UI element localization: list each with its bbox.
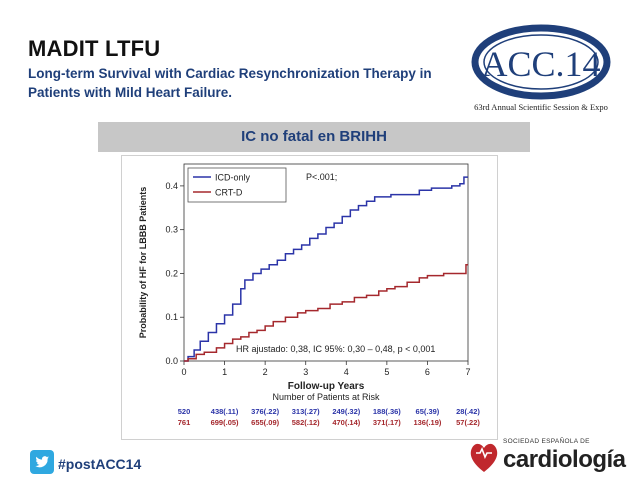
series-line-crt-d	[184, 263, 468, 362]
legend-label-icd-only: ICD-only	[215, 173, 251, 183]
chart-panel: 0 1 2 3 4 5 6 7 0.0 0.1 0.2 0.3 0.4 ICD-only CRT-D P…	[121, 155, 498, 440]
legend-label-crt-d: CRT-D	[215, 188, 243, 198]
sec-logo-top: SOCIEDAD ESPAÑOLA DE	[503, 438, 590, 445]
x-axis-label: Follow-up Years	[288, 381, 365, 392]
sec-logo-name: cardiología	[503, 446, 626, 473]
legend-box	[187, 167, 287, 203]
p-value-label: P<.001;	[306, 172, 337, 182]
hashtag-text: #postACC14	[58, 456, 142, 472]
hr-annotation: HR ajustado: 0,38, IC 95%: 0,30 – 0,48, …	[236, 344, 435, 354]
risk-cell: 761	[178, 418, 191, 427]
x-tick-label: 3	[303, 367, 308, 377]
y-tick-label: 0.2	[165, 268, 178, 278]
section-banner: IC no fatal en BRIHH	[98, 122, 530, 152]
acc14-logo: ACC.14 63rd Annual Scientific Session & …	[466, 20, 616, 112]
risk-cell: 438(.11)	[211, 407, 239, 416]
chart-legend: ICD-only CRT-D	[187, 167, 287, 203]
x-tick-label: 7	[465, 367, 470, 377]
x-tick-label: 2	[263, 367, 268, 377]
risk-cell: 655(.09)	[251, 418, 279, 427]
twitter-icon	[30, 450, 54, 474]
risk-cell: 313(.27)	[292, 407, 320, 416]
risk-cell: 371(.17)	[373, 418, 401, 427]
y-tick-label: 0.3	[165, 225, 178, 235]
y-tick-label: 0.4	[165, 181, 178, 191]
series-line-icd-only	[184, 176, 468, 362]
plot-area	[183, 163, 469, 362]
y-axis-label: Probability of HF for LBBB Patients	[138, 187, 148, 339]
chart-series	[184, 176, 468, 362]
page-subtitle: Long-term Survival with Cardiac Resynchr…	[28, 66, 432, 100]
chart-axes: 0 1 2 3 4 5 6 7 0.0 0.1 0.2 0.3 0.4	[165, 163, 471, 377]
acc14-logo-text: ACC.14	[481, 44, 600, 84]
risk-cell: 188(.36)	[373, 407, 401, 416]
risk-cell: 249(.32)	[332, 407, 360, 416]
risk-table-title: Number of Patients at Risk	[272, 392, 380, 402]
risk-cell: 28(.42)	[456, 407, 480, 416]
section-banner-text: IC no fatal en BRIHH	[241, 128, 387, 145]
x-tick-label: 0	[181, 367, 186, 377]
acc14-tagline: 63rd Annual Scientific Session & Expo	[474, 102, 608, 112]
risk-cell: 699(.05)	[211, 418, 239, 427]
risk-cell: 470(.14)	[332, 418, 360, 427]
x-tick-label: 4	[344, 367, 349, 377]
x-tick-label: 5	[384, 367, 389, 377]
risk-cell: 65(.39)	[416, 407, 440, 416]
y-tick-label: 0.1	[165, 312, 178, 322]
km-chart: 0 1 2 3 4 5 6 7 0.0 0.1 0.2 0.3 0.4 ICD-only CRT-D P…	[138, 163, 481, 427]
risk-cell: 136(.19)	[413, 418, 441, 427]
x-tick-label: 1	[222, 367, 227, 377]
acc14-logo-mark: ACC.14	[471, 24, 611, 100]
y-tick-label: 0.0	[165, 356, 178, 366]
sec-logo: SOCIEDAD ESPAÑOLA DE cardiología	[467, 438, 626, 476]
risk-cell: 57(.22)	[456, 418, 480, 427]
risk-cell: 582(.12)	[292, 418, 320, 427]
x-tick-label: 6	[425, 367, 430, 377]
page-title: MADIT LTFU	[28, 36, 161, 61]
risk-cell: 520	[178, 407, 191, 416]
risk-cell: 376(.22)	[251, 407, 279, 416]
risk-table: 520 438(.11) 376(.22) 313(.27) 249(.32) 188(.…	[178, 407, 481, 427]
heart-logo-icon	[470, 443, 498, 472]
